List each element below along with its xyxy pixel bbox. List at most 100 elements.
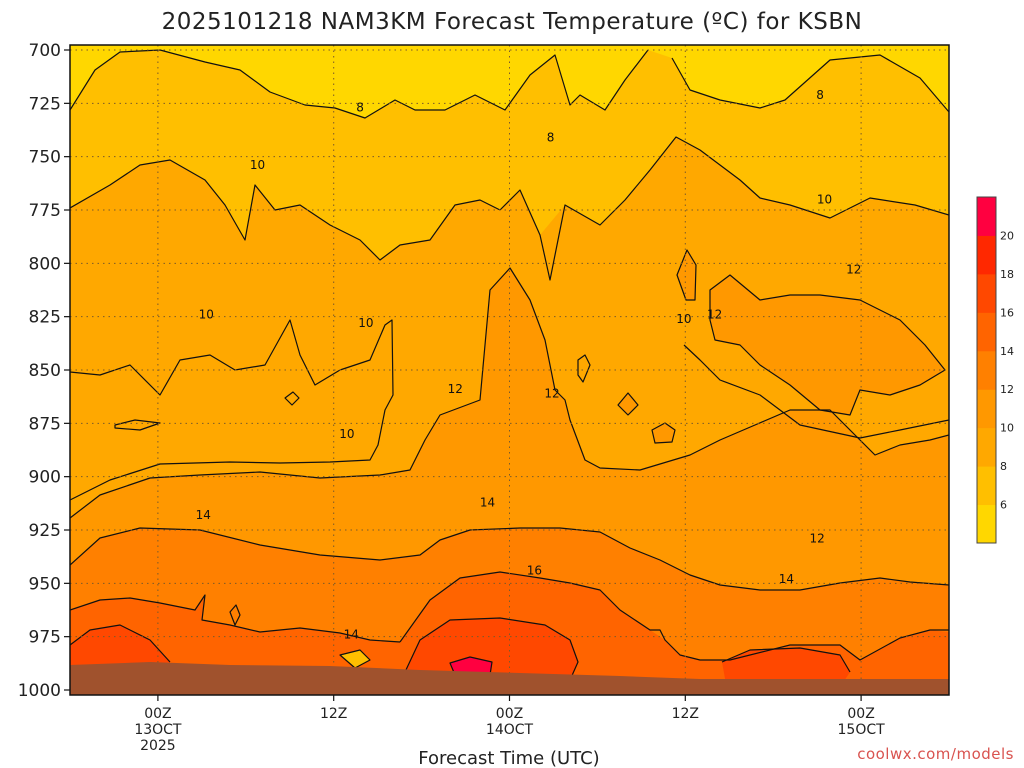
x-tick-label: 13OCT — [134, 722, 182, 738]
colorbar-swatch — [977, 197, 996, 236]
colorbar: 6 8 10 12 14 16 18 20 — [976, 196, 1014, 544]
contour-label-text: 10 — [676, 312, 691, 326]
isotherm-18 — [70, 624, 171, 663]
contour-label-text: 14 — [480, 495, 495, 509]
colorbar-tick-label: 12 — [1000, 383, 1014, 396]
colorbar-tick-label: 6 — [1000, 499, 1007, 512]
y-tick-label: 975 — [29, 628, 61, 648]
colorbar-tick-label: 10 — [1000, 422, 1014, 435]
contour-label: 12 — [448, 382, 463, 396]
terrain-ground — [70, 662, 949, 695]
contour-label: 8 — [547, 130, 555, 144]
colorbar-swatch — [977, 427, 996, 467]
x-tick-label: 15OCT — [838, 722, 886, 738]
contour-label-text: 14 — [344, 628, 359, 642]
y-tick-label: 900 — [29, 468, 61, 488]
contour-label: 10 — [199, 308, 214, 322]
isotherm-14 — [399, 571, 949, 661]
contour-label: 12 — [846, 263, 861, 277]
colorbar-tick-label: 20 — [1000, 229, 1014, 242]
x-tick-label: 12Z — [672, 706, 699, 722]
y-tick-label: 925 — [29, 521, 61, 541]
band-12-14-island — [710, 275, 945, 415]
contour-label: 14 — [480, 495, 495, 509]
contour-label: 10 — [676, 312, 691, 326]
x-tick-label: 2025 — [140, 738, 176, 754]
band-6-8 — [70, 45, 949, 118]
contour-label: 14 — [196, 508, 211, 522]
isotherm-10-lower — [577, 354, 591, 383]
contour-label: 10 — [358, 316, 373, 330]
contour-label-text: 14 — [196, 508, 211, 522]
colorbar-swatch — [977, 312, 996, 352]
contour-label-text: 8 — [547, 130, 555, 144]
contour-labels: 8 8 8 10 10 10 10 10 10 12 12 12 12 12 14 14 14 14 16 — [196, 88, 862, 642]
x-tick-label: 00Z — [496, 706, 523, 722]
contour-label-text: 10 — [250, 158, 265, 172]
colorbar-swatch — [977, 389, 996, 429]
colorbar-swatch — [977, 350, 996, 390]
isotherm-10-lower — [70, 319, 394, 501]
colorbar-tick-label: 18 — [1000, 268, 1014, 281]
chart-title: 2025101218 NAM3KM Forecast Temperature (… — [162, 9, 863, 35]
contour-label-text: 10 — [199, 308, 214, 322]
contour-label: 8 — [356, 101, 364, 115]
x-tick-label: 00Z — [847, 706, 874, 722]
contour-label: 12 — [810, 532, 825, 546]
colorbar-tick-label: 8 — [1000, 460, 1007, 473]
isotherm-lines — [70, 49, 949, 681]
isotherm-pocket — [229, 604, 241, 626]
colorbar-swatch — [977, 273, 996, 313]
isotherm-12-island — [709, 274, 946, 416]
contour-label-text: 14 — [779, 572, 794, 586]
contour-label: 16 — [527, 564, 542, 578]
isotherm-12 — [70, 267, 949, 519]
contour-label-text: 8 — [356, 101, 364, 115]
colorbar-swatch — [977, 504, 996, 544]
contour-label-text: 12 — [810, 532, 825, 546]
band-20-plus — [450, 657, 492, 675]
isotherm-18 — [404, 617, 579, 681]
isotherm-14 — [70, 527, 949, 591]
contour-label-text: 8 — [816, 88, 824, 102]
colorbar-frame — [976, 196, 997, 544]
isotherm-12-island — [617, 392, 639, 416]
y-tick-label: 725 — [29, 94, 61, 114]
contour-label-text: 12 — [544, 386, 559, 400]
colorbar-swatch — [977, 466, 996, 506]
contour-label: 10 — [817, 192, 832, 206]
x-tick-label: 14OCT — [486, 722, 534, 738]
y-tick-label: 850 — [29, 361, 61, 381]
y-axis: 700 725 750 775 800 825 850 875 900 925 950 975 1000 — [18, 41, 70, 701]
contour-label-text: 10 — [339, 427, 354, 441]
x-tick-label: 00Z — [144, 706, 171, 722]
isotherm-10-lower — [284, 391, 300, 406]
contour-label: 14 — [344, 628, 359, 642]
x-axis-title: Forecast Time (UTC) — [418, 748, 599, 768]
credit-url: coolwx.com/models — [857, 745, 1014, 763]
x-tick-label: 12Z — [320, 706, 347, 722]
y-tick-label: 800 — [29, 254, 61, 274]
isotherm-10-lower — [114, 419, 161, 431]
contour-label-text: 10 — [358, 316, 373, 330]
colorbar-tick-label: 14 — [1000, 345, 1014, 358]
isotherm-8 — [70, 49, 649, 119]
y-tick-label: 1000 — [18, 681, 61, 701]
isotherm-10 — [70, 136, 949, 281]
colorbar-swatch — [977, 235, 996, 275]
contour-label: 10 — [339, 427, 354, 441]
contour-label-text: 10 — [817, 192, 832, 206]
y-tick-label: 700 — [29, 41, 61, 61]
contour-label: 12 — [707, 308, 722, 322]
contour-label-text: 12 — [846, 263, 861, 277]
isotherm-16 — [70, 594, 401, 643]
y-tick-label: 825 — [29, 308, 61, 328]
contour-label: 14 — [779, 572, 794, 586]
y-tick-label: 775 — [29, 201, 61, 221]
contour-label: 10 — [250, 158, 265, 172]
contour-label: 8 — [816, 88, 824, 102]
colorbar-tick-label: 16 — [1000, 306, 1014, 319]
isotherm-10-lower — [683, 344, 949, 439]
